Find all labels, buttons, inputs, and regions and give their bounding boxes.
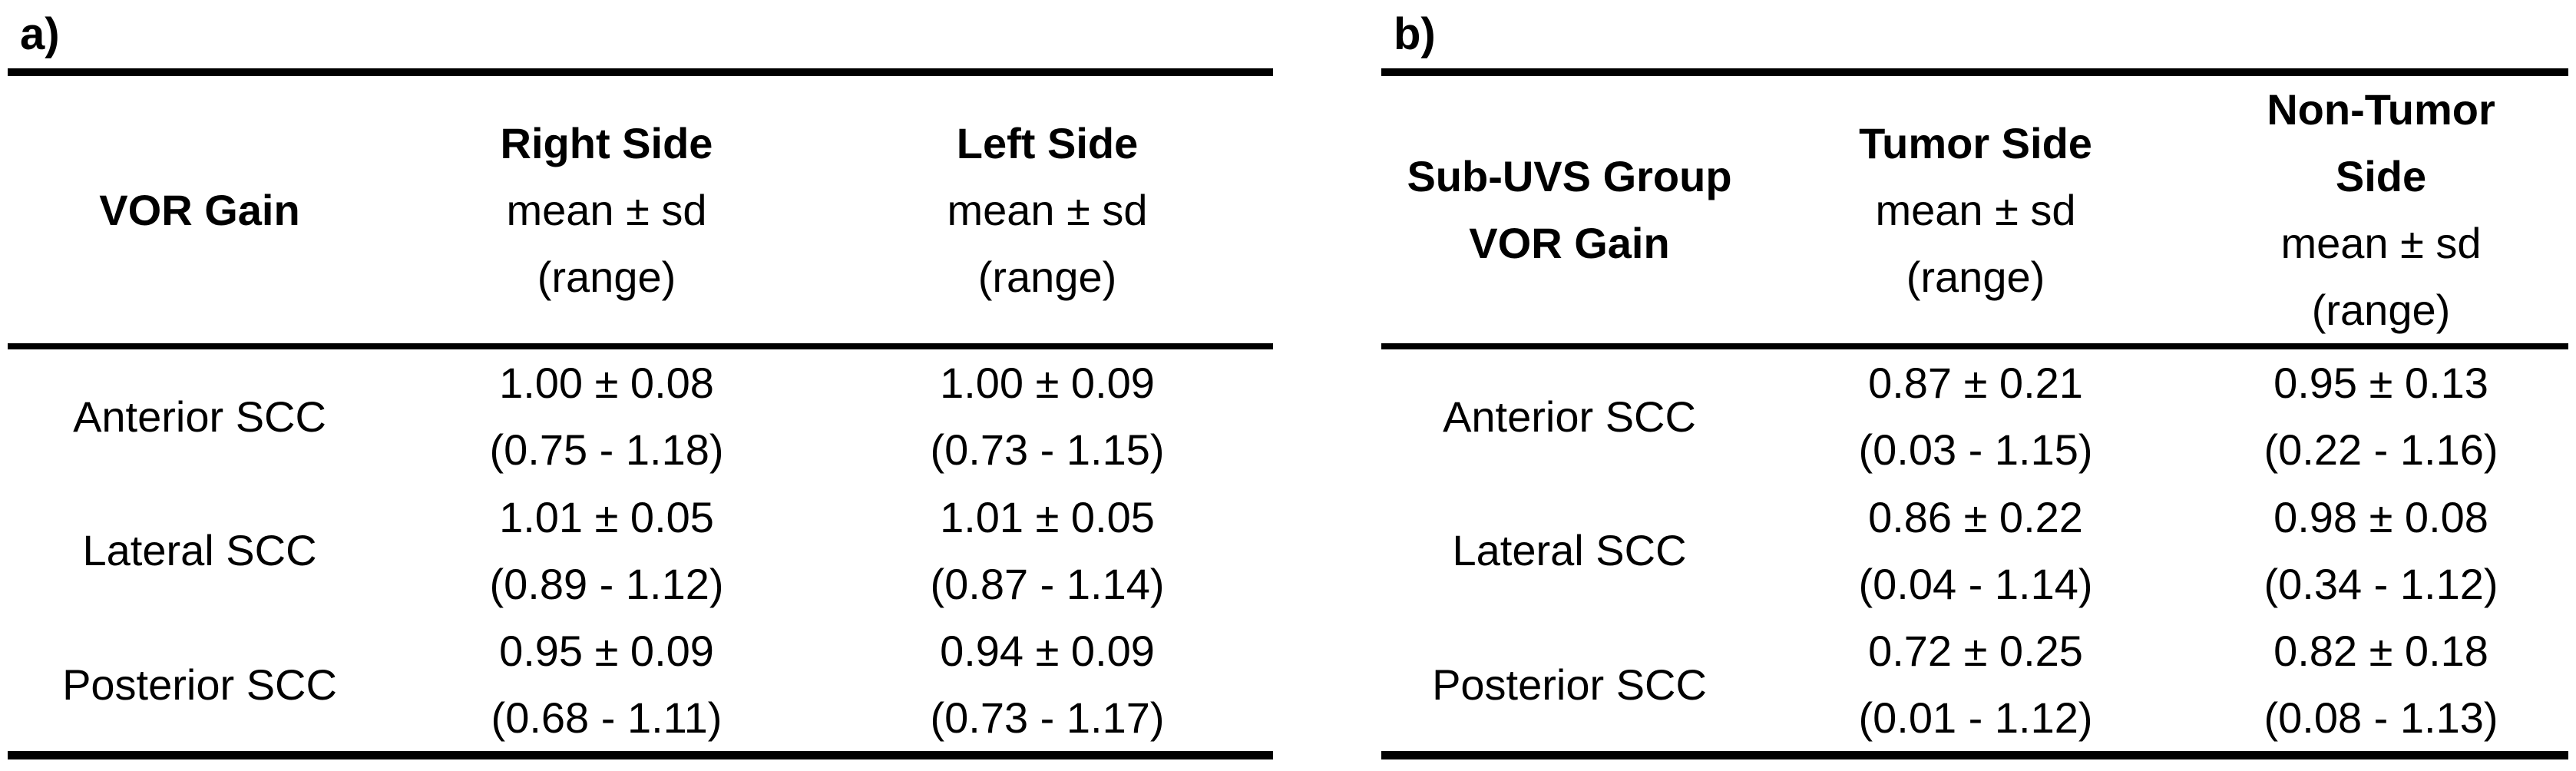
table-row: Posterior SCC 0.72 ± 0.25 (0.01 - 1.12) … [1381, 617, 2568, 756]
table-b-header-sub-uvs: Sub-UVS Group VOR Gain [1381, 72, 1758, 349]
mean-value: 1.01 ± 0.05 [499, 492, 714, 541]
column-title: Sub-UVS Group [1407, 152, 1732, 200]
cell-tumor-lateral: 0.86 ± 0.22 (0.04 - 1.14) [1758, 483, 2194, 617]
cell-left-anterior: 1.00 ± 0.09 (0.73 - 1.15) [822, 346, 1273, 483]
table-b-header-row: Sub-UVS Group VOR Gain Tumor Side mean ±… [1381, 72, 2568, 349]
table-row: Posterior SCC 0.95 ± 0.09 (0.68 - 1.11) … [8, 617, 1273, 756]
cell-left-lateral: 1.01 ± 0.05 (0.87 - 1.14) [822, 483, 1273, 617]
column-range-label: (range) [977, 252, 1117, 301]
mean-value: 1.00 ± 0.08 [499, 359, 714, 407]
table-b: Sub-UVS Group VOR Gain Tumor Side mean ±… [1381, 68, 2568, 759]
range-value: (0.22 - 1.16) [2264, 425, 2498, 474]
column-title: VOR Gain [99, 185, 300, 234]
table-row: Lateral SCC 1.01 ± 0.05 (0.89 - 1.12) 1.… [8, 483, 1273, 617]
cell-tumor-anterior: 0.87 ± 0.21 (0.03 - 1.15) [1758, 346, 2194, 483]
range-value: (0.89 - 1.12) [489, 559, 724, 608]
column-subtitle: mean ± sd [947, 185, 1148, 234]
column-range-label: (range) [1906, 252, 2045, 301]
mean-value: 0.87 ± 0.21 [1868, 359, 2083, 407]
table-b-header-non-tumor-side: Non-Tumor Side mean ± sd (range) [2194, 72, 2568, 349]
range-value: (0.75 - 1.18) [489, 425, 724, 474]
table-a-header-right-side: Right Side mean ± sd (range) [392, 72, 822, 349]
table-a-header-left-side: Left Side mean ± sd (range) [822, 72, 1273, 349]
table-a-header-vor-gain: VOR Gain [8, 72, 392, 349]
cell-left-posterior: 0.94 ± 0.09 (0.73 - 1.17) [822, 617, 1273, 756]
table-a-block: a) VOR Gain Right Side mean ± sd (range) [8, 0, 1273, 759]
table-b-label: b) [1394, 8, 1436, 59]
cell-right-anterior: 1.00 ± 0.08 (0.75 - 1.18) [392, 346, 822, 483]
table-b-header-tumor-side: Tumor Side mean ± sd (range) [1758, 72, 2194, 349]
cell-nontumor-anterior: 0.95 ± 0.13 (0.22 - 1.16) [2194, 346, 2568, 483]
range-value: (0.03 - 1.15) [1858, 425, 2093, 474]
column-range-label: (range) [2311, 286, 2451, 334]
column-subtitle: mean ± sd [1875, 185, 2076, 234]
range-value: (0.08 - 1.13) [2264, 693, 2498, 742]
row-label: Posterior SCC [62, 660, 337, 709]
cell-tumor-posterior: 0.72 ± 0.25 (0.01 - 1.12) [1758, 617, 2194, 756]
mean-value: 0.95 ± 0.13 [2273, 359, 2488, 407]
range-value: (0.68 - 1.11) [491, 693, 723, 742]
column-title: Left Side [956, 118, 1139, 167]
range-value: (0.01 - 1.12) [1858, 693, 2093, 742]
range-value: (0.34 - 1.12) [2264, 559, 2498, 608]
row-label: Anterior SCC [1443, 392, 1696, 441]
column-title: Tumor Side [1859, 118, 2092, 167]
cell-nontumor-posterior: 0.82 ± 0.18 (0.08 - 1.13) [2194, 617, 2568, 756]
cell-right-posterior: 0.95 ± 0.09 (0.68 - 1.11) [392, 617, 822, 756]
table-row: Anterior SCC 1.00 ± 0.08 (0.75 - 1.18) 1… [8, 346, 1273, 483]
row-label: Anterior SCC [73, 392, 326, 441]
column-title: Non-Tumor Side [2267, 85, 2495, 200]
range-value: (0.04 - 1.14) [1858, 559, 2093, 608]
cell-nontumor-lateral: 0.98 ± 0.08 (0.34 - 1.12) [2194, 483, 2568, 617]
mean-value: 1.00 ± 0.09 [940, 359, 1155, 407]
mean-value: 0.95 ± 0.09 [499, 627, 714, 675]
column-title-line2: VOR Gain [1469, 219, 1670, 267]
table-a-header-row: VOR Gain Right Side mean ± sd (range) Le… [8, 72, 1273, 349]
table-a: VOR Gain Right Side mean ± sd (range) Le… [8, 68, 1273, 759]
mean-value: 1.01 ± 0.05 [940, 492, 1155, 541]
range-value: (0.73 - 1.15) [930, 425, 1165, 474]
table-a-label: a) [20, 8, 60, 59]
mean-value: 0.86 ± 0.22 [1868, 492, 2083, 541]
mean-value: 0.72 ± 0.25 [1868, 627, 2083, 675]
column-title: Right Side [500, 118, 713, 167]
mean-value: 0.94 ± 0.09 [940, 627, 1155, 675]
mean-value: 0.82 ± 0.18 [2273, 627, 2488, 675]
row-label: Lateral SCC [1452, 526, 1687, 574]
row-label: Lateral SCC [82, 526, 317, 574]
range-value: (0.87 - 1.14) [930, 559, 1165, 608]
column-subtitle: mean ± sd [2280, 219, 2482, 267]
row-label: Posterior SCC [1432, 660, 1707, 709]
range-value: (0.73 - 1.17) [930, 693, 1165, 742]
column-range-label: (range) [537, 252, 676, 301]
table-b-block: b) Sub-UVS Group VOR Gain Tumor Side mea… [1381, 0, 2568, 759]
cell-right-lateral: 1.01 ± 0.05 (0.89 - 1.12) [392, 483, 822, 617]
table-row: Lateral SCC 0.86 ± 0.22 (0.04 - 1.14) 0.… [1381, 483, 2568, 617]
column-subtitle: mean ± sd [506, 185, 707, 234]
table-row: Anterior SCC 0.87 ± 0.21 (0.03 - 1.15) 0… [1381, 346, 2568, 483]
mean-value: 0.98 ± 0.08 [2273, 492, 2488, 541]
